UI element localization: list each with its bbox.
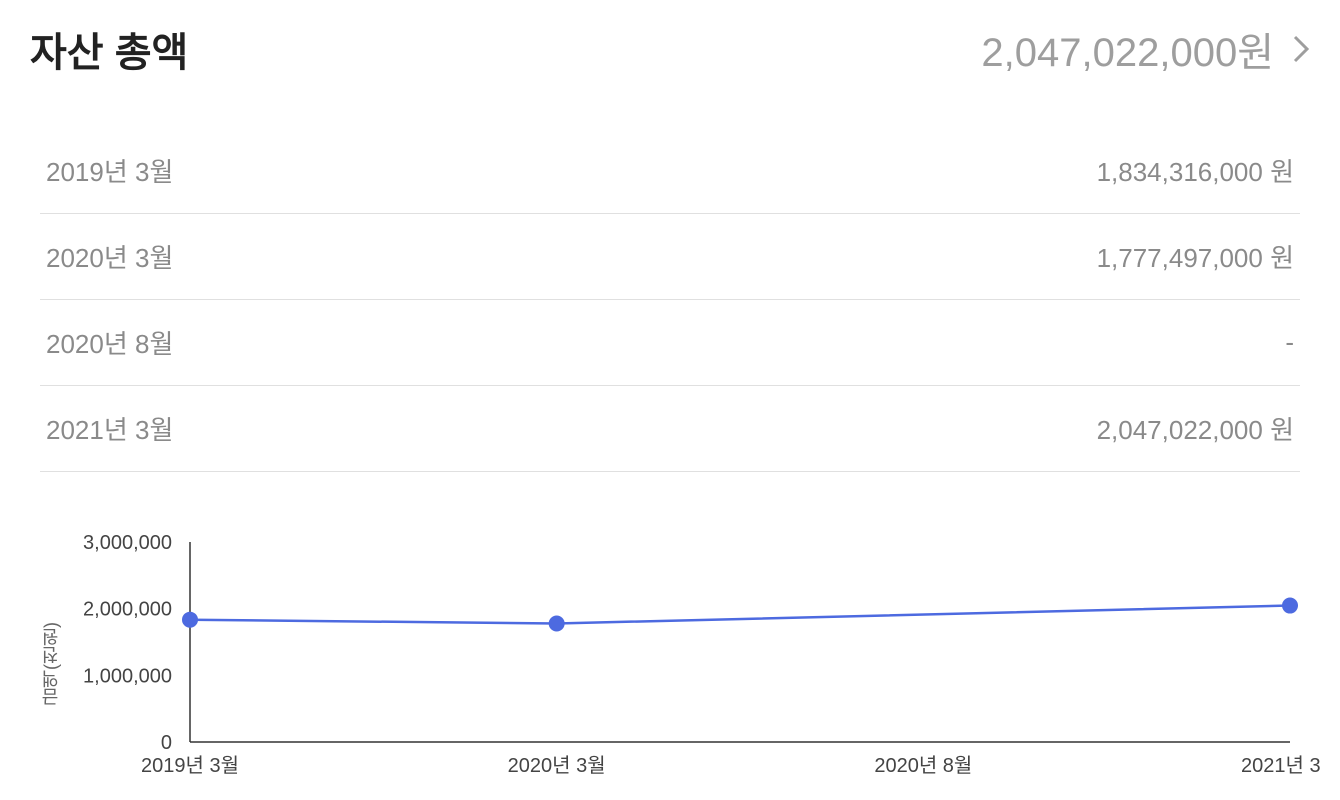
svg-text:3,000,000: 3,000,000 xyxy=(83,532,172,554)
header: 자산 총액 2,047,022,000원 xyxy=(30,20,1310,78)
row-value: 1,777,497,000 원 xyxy=(1097,238,1294,275)
svg-text:2,000,000: 2,000,000 xyxy=(83,599,172,621)
y-axis-label: 금액(천원) xyxy=(38,622,64,706)
svg-text:2019년 3월: 2019년 3월 xyxy=(141,754,239,777)
svg-text:0: 0 xyxy=(161,732,172,754)
chart-container: 금액(천원) 0 1,000,000 2,000,000 3,000,000 2019년… xyxy=(40,532,1290,792)
row-value: 2,047,022,000 원 xyxy=(1097,410,1294,447)
page-title: 자산 총액 xyxy=(30,20,188,78)
table-row: 2020년 3월 1,777,497,000 원 xyxy=(40,214,1300,300)
line-chart: 0 1,000,000 2,000,000 3,000,000 2019년 3월 2020… xyxy=(40,532,1320,782)
row-label: 2019년 3월 xyxy=(46,152,173,189)
table-row: 2020년 8월 - xyxy=(40,300,1300,386)
row-value: - xyxy=(1285,327,1294,358)
table-row: 2019년 3월 1,834,316,000 원 xyxy=(40,128,1300,214)
row-label: 2021년 3월 xyxy=(46,410,173,447)
data-table: 2019년 3월 1,834,316,000 원 2020년 3월 1,777,497… xyxy=(40,128,1300,472)
row-label: 2020년 3월 xyxy=(46,238,173,275)
svg-text:1,000,000: 1,000,000 xyxy=(83,665,172,687)
row-value: 1,834,316,000 원 xyxy=(1097,152,1294,189)
total-value: 2,047,022,000원 xyxy=(981,20,1274,78)
total-row[interactable]: 2,047,022,000원 xyxy=(981,20,1310,78)
svg-text:2021년 3월: 2021년 3월 xyxy=(1241,754,1320,777)
chevron-right-icon xyxy=(1292,34,1310,64)
table-row: 2021년 3월 2,047,022,000 원 xyxy=(40,386,1300,472)
svg-text:2020년 8월: 2020년 8월 xyxy=(874,754,972,777)
row-label: 2020년 8월 xyxy=(46,324,173,361)
svg-text:2020년 3월: 2020년 3월 xyxy=(508,754,606,777)
